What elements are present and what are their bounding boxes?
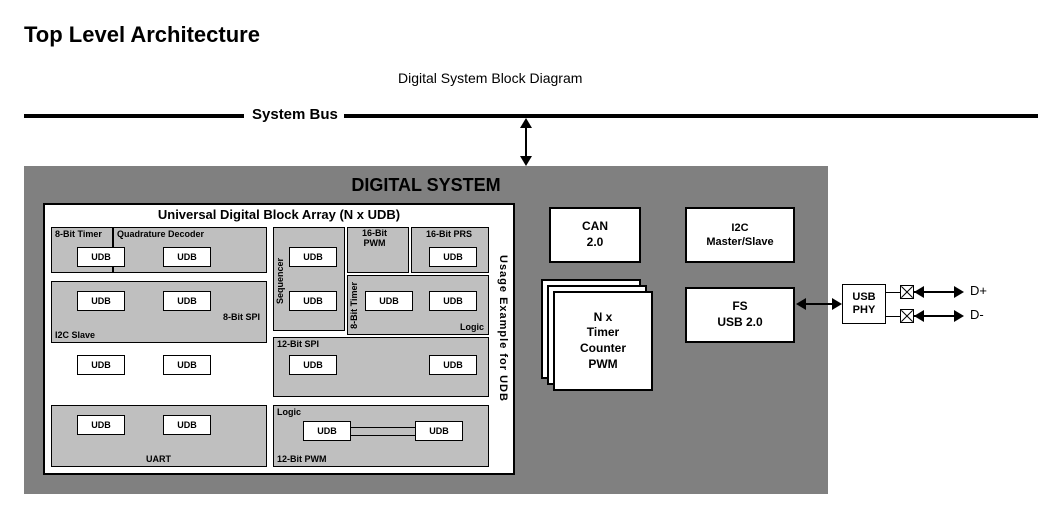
udb-cell: UDB <box>77 291 125 311</box>
label-16bit-pwm: 16-Bit PWM <box>362 228 387 248</box>
label-d-plus: D+ <box>970 283 987 298</box>
label-8bit-timer: 8-Bit Timer <box>55 229 102 239</box>
udb-cell: UDB <box>77 355 125 375</box>
group-sequencer: Sequencer <box>273 227 345 331</box>
group-16bit-pwm: 16-Bit PWM <box>347 227 409 273</box>
usage-example-label: Usage Example for UDB <box>495 255 509 402</box>
diagram-subtitle: Digital System Block Diagram <box>398 70 582 86</box>
dp-arrow-right <box>954 286 964 298</box>
usb-arrow-right <box>832 298 842 310</box>
digital-system-title: DIGITAL SYSTEM <box>25 167 827 196</box>
system-bus-line-left <box>24 114 244 118</box>
system-bus-line-right <box>344 114 1038 118</box>
label-logic2: Logic <box>277 407 301 417</box>
label-logic1: Logic <box>460 322 484 332</box>
udb-cell: UDB <box>289 355 337 375</box>
label-12bit-spi: 12-Bit SPI <box>277 339 319 349</box>
udb-array-title: Universal Digital Block Array (N x UDB) <box>45 205 513 222</box>
label-i2c-slave: I2C Slave <box>55 330 95 340</box>
digital-system-box: DIGITAL SYSTEM Universal Digital Block A… <box>24 166 828 494</box>
dm-line1 <box>886 316 900 317</box>
label-pwm12: 12-Bit PWM <box>277 454 327 464</box>
periph-timer: N x Timer Counter PWM <box>553 291 653 391</box>
udb-cell: UDB <box>163 291 211 311</box>
udb-cell: UDB <box>429 355 477 375</box>
dm-arrow-left <box>914 310 924 322</box>
periph-i2c: I2C Master/Slave <box>685 207 795 263</box>
label-sequencer: Sequencer <box>275 258 285 304</box>
label-quad-decoder: Quadrature Decoder <box>117 229 204 239</box>
dm-arrow-right <box>954 310 964 322</box>
dp-line1 <box>886 292 900 293</box>
label-uart: UART <box>146 454 171 464</box>
dp-arrow-left <box>914 286 924 298</box>
label-8bit-timer-v: 8-Bit Timer <box>349 282 359 329</box>
udb-cell: UDB <box>77 247 125 267</box>
udb-cell: UDB <box>289 247 337 267</box>
dm-xbox <box>900 309 914 323</box>
udb-cell: UDB <box>77 415 125 435</box>
udb-cell: UDB <box>163 247 211 267</box>
udb-cell: UDB <box>303 421 351 441</box>
udb-cell: UDB <box>163 355 211 375</box>
usb-phy-box: USB PHY <box>842 284 886 324</box>
periph-can: CAN 2.0 <box>549 207 641 263</box>
udb-cell: UDB <box>429 247 477 267</box>
periph-usb: FS USB 2.0 <box>685 287 795 343</box>
label-d-minus: D- <box>970 307 984 322</box>
dp-xbox <box>900 285 914 299</box>
usb-arrow-shaft <box>804 303 834 305</box>
system-bus-label: System Bus <box>248 106 342 123</box>
udb-cell: UDB <box>163 415 211 435</box>
udb-cell: UDB <box>415 421 463 441</box>
udb-cell: UDB <box>289 291 337 311</box>
udb-array-box: Universal Digital Block Array (N x UDB) … <box>43 203 515 475</box>
udb-cell: UDB <box>365 291 413 311</box>
label-16bit-prs: 16-Bit PRS <box>426 229 472 239</box>
page-title: Top Level Architecture <box>24 22 260 48</box>
udb-cell: UDB <box>429 291 477 311</box>
label-8bit-spi: 8-Bit SPI <box>223 312 260 322</box>
udb-connector <box>351 427 415 428</box>
udb-connector <box>351 435 415 436</box>
bus-arrow-down <box>520 156 532 166</box>
bus-arrow-shaft <box>525 126 527 158</box>
